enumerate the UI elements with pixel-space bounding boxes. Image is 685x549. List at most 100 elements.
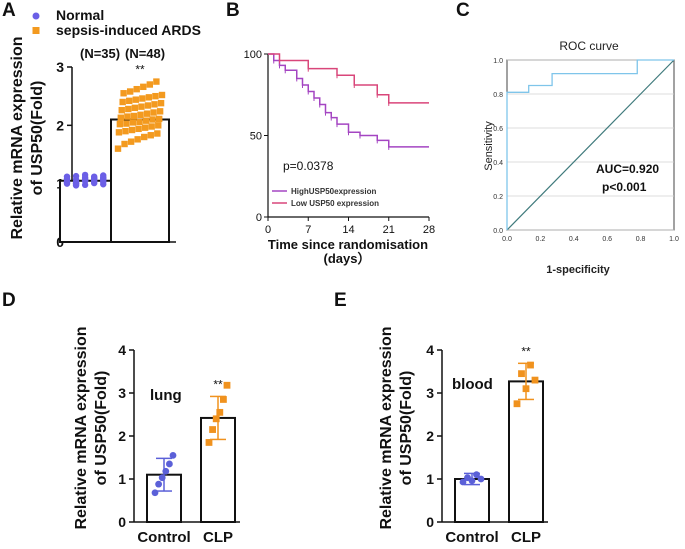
legend-normal-marker: [32, 12, 40, 20]
km-curve-low: [268, 53, 429, 104]
data-point: [158, 91, 166, 99]
data-point: [122, 127, 129, 135]
data-point: [464, 474, 471, 482]
x-tick-label: 0.8: [636, 236, 646, 243]
y-tick-label: 1: [118, 471, 126, 487]
roc-title: ROC curve: [559, 39, 619, 53]
y-axis-label-d-line2: of USP50(Fold): [93, 371, 110, 486]
data-point: [127, 138, 135, 145]
roc-curve: [506, 59, 674, 230]
data-point: [473, 471, 480, 479]
data-point: [166, 460, 173, 468]
x-tick-label: 14: [342, 224, 354, 236]
y-tick-label: 3: [56, 59, 64, 75]
data-point: [130, 112, 138, 120]
auc-label: AUC=0.920: [596, 162, 659, 176]
data-point: [527, 361, 534, 369]
data-point: [155, 480, 163, 488]
data-point: [126, 97, 133, 105]
bar-control: [454, 478, 490, 523]
panel-c: ROC curve Sensitivity 1-specificity AUC=…: [483, 39, 679, 276]
data-point: [115, 129, 123, 136]
category-label: CLP: [203, 529, 233, 546]
data-point: [155, 122, 162, 129]
data-point: [141, 124, 149, 131]
data-point: [143, 110, 151, 117]
data-point: [141, 133, 148, 141]
data-point: [149, 116, 156, 123]
y-tick-label: 0: [426, 514, 434, 530]
data-point: [157, 99, 165, 107]
data-point: [477, 475, 485, 483]
data-point: [152, 92, 159, 100]
reference-diagonal: [506, 59, 675, 231]
y-tick-label: 2: [56, 117, 64, 133]
tissue-label-blood: blood: [452, 376, 493, 393]
panel-b: p=0.0378 HighUSP50expression Low USP50 e…: [244, 49, 435, 266]
x-axis-label-b-unit: (days）: [324, 251, 371, 266]
y-tick-label: 2: [118, 428, 126, 444]
legend-high-label: HighUSP50expression: [291, 187, 376, 196]
x-tick-label: 1.0: [669, 236, 679, 243]
data-point: [136, 118, 143, 126]
data-point: [123, 120, 130, 127]
category-label: CLP: [511, 529, 541, 546]
y-tick-label: 4: [426, 342, 434, 358]
data-point: [124, 113, 131, 120]
data-point: [140, 83, 147, 91]
panel-label-d: D: [2, 290, 16, 311]
data-point: [139, 95, 146, 102]
panel-label-c: C: [456, 0, 470, 21]
data-point: [142, 117, 150, 124]
plot-d: 0 1 2 3 4 ** Control CLP: [118, 342, 240, 546]
y-tick-label: 4: [118, 342, 126, 358]
data-point: [128, 126, 136, 134]
data-point: [72, 181, 80, 189]
y-tick-label: 1: [426, 471, 434, 487]
data-point: [223, 381, 231, 389]
data-point: [220, 396, 227, 403]
data-point: [151, 101, 158, 108]
panel-label-a: A: [2, 0, 16, 21]
data-point: [135, 125, 142, 133]
data-point: [147, 132, 154, 139]
data-point: [132, 96, 139, 103]
y-tick-label: 1.0: [493, 58, 503, 65]
data-point: [119, 98, 126, 106]
count-ards: (N=48): [125, 46, 165, 61]
y-tick-label: 0: [118, 514, 126, 530]
pvalue-c: p<0.001: [602, 180, 647, 194]
data-point: [459, 478, 467, 486]
data-point: [129, 119, 137, 126]
data-point: [81, 177, 89, 184]
data-point: [117, 114, 125, 121]
data-point: [138, 103, 145, 110]
count-normal: (N=35): [80, 46, 120, 61]
legend-normal-label: Normal: [56, 7, 104, 23]
panel-a: Normal sepsis-induced ARDS (N=35) (N=48)…: [9, 7, 201, 250]
legend-ards-label: sepsis-induced ARDS: [56, 22, 201, 38]
data-point: [116, 120, 124, 128]
bar-control: [59, 179, 119, 243]
data-point: [205, 439, 213, 446]
y-tick-label: 50: [250, 131, 262, 143]
data-point: [212, 415, 220, 423]
significance-marker: **: [213, 377, 223, 391]
x-tick-label: 0.2: [536, 236, 546, 243]
category-label: Control: [445, 529, 498, 546]
x-axis-label-b: Time since randomisation: [268, 237, 428, 252]
x-axis-label-c: 1-specificity: [546, 264, 610, 276]
data-point: [90, 175, 98, 182]
panel-e: Relative mRNA expression of USP50(Fold) …: [378, 326, 548, 546]
plot-e: 0 1 2 3 4 ** Control CLP: [426, 342, 548, 546]
significance-marker: **: [135, 63, 145, 77]
data-point: [209, 426, 216, 433]
data-point: [153, 78, 160, 85]
data-point: [121, 140, 128, 148]
y-axis-label-d-line1: Relative mRNA expression: [73, 326, 90, 529]
data-point: [100, 174, 107, 181]
data-point: [155, 115, 163, 123]
data-point: [216, 408, 224, 416]
panel-label-b: B: [226, 0, 240, 21]
